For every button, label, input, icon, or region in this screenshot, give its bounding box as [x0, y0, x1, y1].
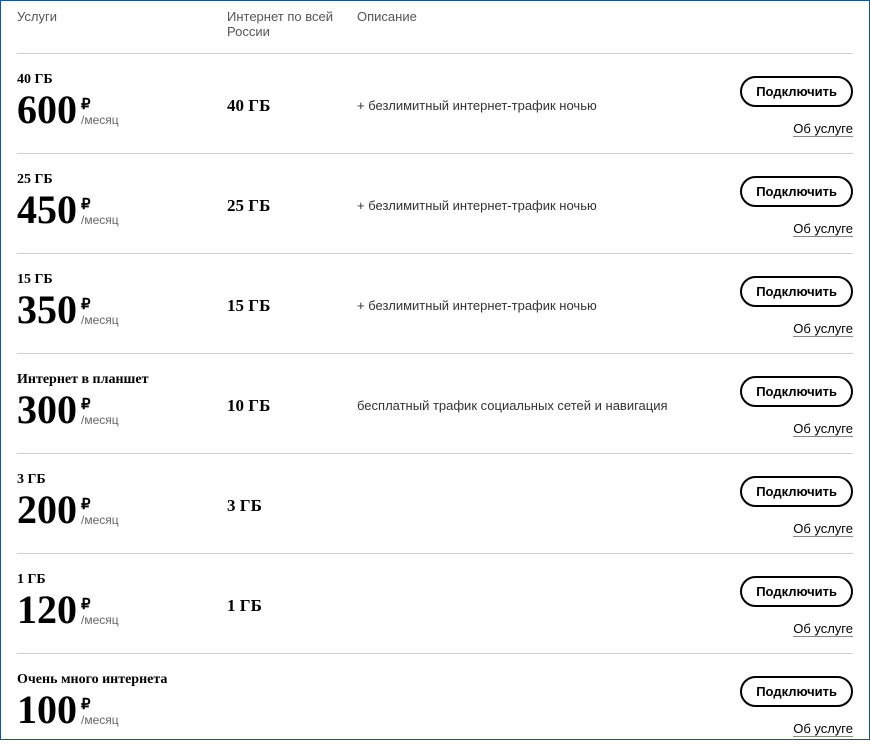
plan-cell: Очень много интернета 100 ₽ /месяц [17, 672, 227, 730]
about-link[interactable]: Об услуге [793, 421, 853, 437]
ruble-icon: ₽ [81, 597, 119, 614]
plan-cell: 25 ГБ 450 ₽ /месяц [17, 172, 227, 230]
about-link[interactable]: Об услуге [793, 521, 853, 537]
plan-desc: бесплатный трафик социальных сетей и нав… [357, 372, 733, 413]
price-suffix: ₽ /месяц [81, 697, 119, 730]
connect-button[interactable]: Подключить [740, 676, 853, 707]
connect-button[interactable]: Подключить [740, 476, 853, 507]
per-month: /месяц [81, 614, 119, 627]
gb-amount: 10 ГБ [227, 372, 357, 416]
plan-name: 15 ГБ [17, 272, 227, 288]
about-link[interactable]: Об услуге [793, 721, 853, 737]
about-link[interactable]: Об услуге [793, 321, 853, 337]
plan-name: 25 ГБ [17, 172, 227, 188]
table-row: 15 ГБ 350 ₽ /месяц 15 ГБ + безлимитный и… [17, 254, 853, 354]
gb-amount: 3 ГБ [227, 472, 357, 516]
actions-cell: Подключить Об услуге [733, 172, 853, 237]
table-row: 3 ГБ 200 ₽ /месяц 3 ГБ Подключить Об усл… [17, 454, 853, 554]
actions-cell: Подключить Об услуге [733, 572, 853, 637]
connect-button[interactable]: Подключить [740, 76, 853, 107]
plan-desc: + безлимитный интернет-трафик ночью [357, 172, 733, 213]
table-row: Очень много интернета 100 ₽ /месяц Подкл… [17, 654, 853, 753]
per-month: /месяц [81, 114, 119, 127]
connect-button[interactable]: Подключить [740, 176, 853, 207]
header-desc: Описание [357, 9, 733, 39]
ruble-icon: ₽ [81, 497, 119, 514]
table-row: 1 ГБ 120 ₽ /месяц 1 ГБ Подключить Об усл… [17, 554, 853, 654]
per-month: /месяц [81, 314, 119, 327]
table-row: Интернет в планшет 300 ₽ /месяц 10 ГБ бе… [17, 354, 853, 454]
connect-button[interactable]: Подключить [740, 376, 853, 407]
price-value: 300 [17, 390, 77, 430]
plan-name: Очень много интернета [17, 672, 227, 688]
plan-name: 3 ГБ [17, 472, 227, 488]
price-block: 300 ₽ /месяц [17, 390, 227, 430]
about-link[interactable]: Об услуге [793, 621, 853, 637]
ruble-icon: ₽ [81, 97, 119, 114]
per-month: /месяц [81, 414, 119, 427]
actions-cell: Подключить Об услуге [733, 372, 853, 437]
price-value: 100 [17, 690, 77, 730]
plan-desc [357, 672, 733, 698]
per-month: /месяц [81, 514, 119, 527]
actions-cell: Подключить Об услуге [733, 72, 853, 137]
price-suffix: ₽ /месяц [81, 197, 119, 230]
price-value: 350 [17, 290, 77, 330]
ruble-icon: ₽ [81, 397, 119, 414]
per-month: /месяц [81, 214, 119, 227]
plan-cell: 3 ГБ 200 ₽ /месяц [17, 472, 227, 530]
plan-desc [357, 572, 733, 598]
gb-amount: 1 ГБ [227, 572, 357, 616]
price-block: 450 ₽ /месяц [17, 190, 227, 230]
plan-cell: 15 ГБ 350 ₽ /месяц [17, 272, 227, 330]
per-month: /месяц [81, 714, 119, 727]
price-suffix: ₽ /месяц [81, 497, 119, 530]
price-value: 600 [17, 90, 77, 130]
gb-amount: 15 ГБ [227, 272, 357, 316]
plan-cell: 1 ГБ 120 ₽ /месяц [17, 572, 227, 630]
plan-cell: 40 ГБ 600 ₽ /месяц [17, 72, 227, 130]
plan-name: 40 ГБ [17, 72, 227, 88]
price-value: 200 [17, 490, 77, 530]
actions-cell: Подключить Об услуге [733, 272, 853, 337]
actions-cell: Подключить Об услуге [733, 472, 853, 537]
price-block: 600 ₽ /месяц [17, 90, 227, 130]
table-header: Услуги Интернет по всей России Описание [17, 9, 853, 54]
gb-amount: 25 ГБ [227, 172, 357, 216]
price-suffix: ₽ /месяц [81, 597, 119, 630]
plan-cell: Интернет в планшет 300 ₽ /месяц [17, 372, 227, 430]
price-block: 350 ₽ /месяц [17, 290, 227, 330]
ruble-icon: ₽ [81, 297, 119, 314]
price-suffix: ₽ /месяц [81, 97, 119, 130]
actions-cell: Подключить Об услуге [733, 672, 853, 737]
plan-desc: + безлимитный интернет-трафик ночью [357, 72, 733, 113]
price-suffix: ₽ /месяц [81, 397, 119, 430]
price-block: 200 ₽ /месяц [17, 490, 227, 530]
plan-name: Интернет в планшет [17, 372, 227, 388]
table-row: 25 ГБ 450 ₽ /месяц 25 ГБ + безлимитный и… [17, 154, 853, 254]
price-block: 100 ₽ /месяц [17, 690, 227, 730]
gb-amount: 40 ГБ [227, 72, 357, 116]
header-service: Услуги [17, 9, 227, 39]
price-suffix: ₽ /месяц [81, 297, 119, 330]
gb-amount [227, 672, 357, 696]
plan-desc [357, 472, 733, 498]
connect-button[interactable]: Подключить [740, 576, 853, 607]
header-actions [733, 9, 853, 39]
about-link[interactable]: Об услуге [793, 121, 853, 137]
about-link[interactable]: Об услуге [793, 221, 853, 237]
plan-desc: + безлимитный интернет-трафик ночью [357, 272, 733, 313]
header-internet: Интернет по всей России [227, 9, 357, 39]
ruble-icon: ₽ [81, 697, 119, 714]
price-value: 120 [17, 590, 77, 630]
table-row: 40 ГБ 600 ₽ /месяц 40 ГБ + безлимитный и… [17, 54, 853, 154]
connect-button[interactable]: Подключить [740, 276, 853, 307]
plan-name: 1 ГБ [17, 572, 227, 588]
tariff-table: Услуги Интернет по всей России Описание … [1, 1, 869, 753]
ruble-icon: ₽ [81, 197, 119, 214]
price-block: 120 ₽ /месяц [17, 590, 227, 630]
price-value: 450 [17, 190, 77, 230]
